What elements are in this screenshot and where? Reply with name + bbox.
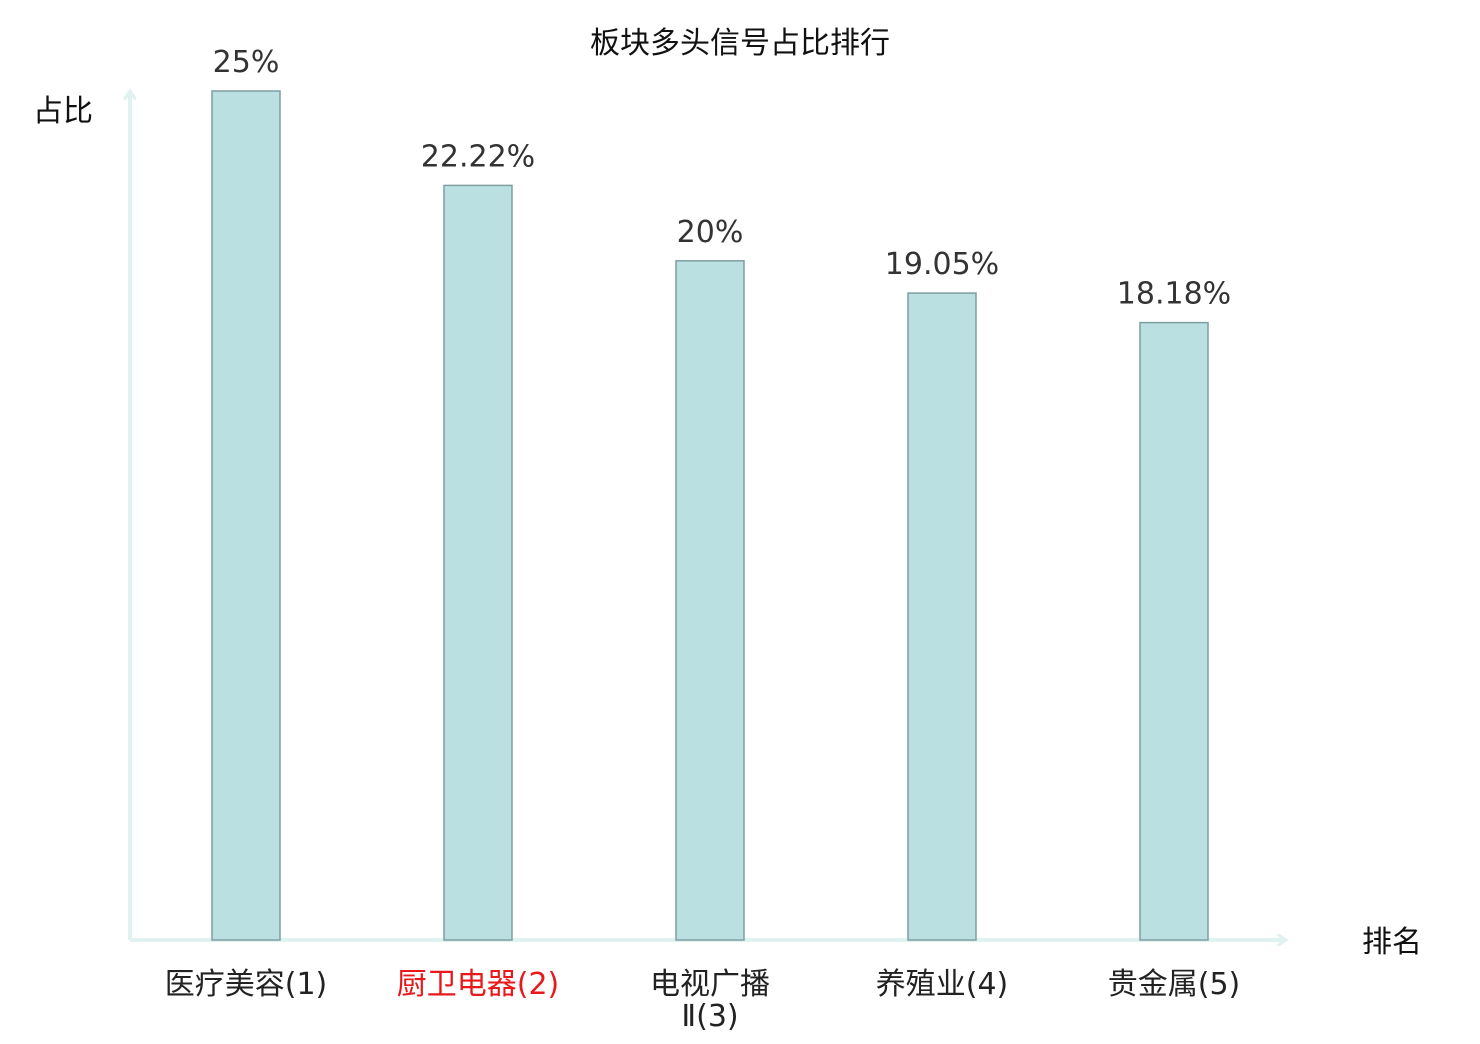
bar-value-label: 22.22% — [421, 139, 535, 174]
y-axis-label: 占比 — [33, 94, 93, 129]
bar — [907, 292, 977, 941]
x-tick-label: 养殖业(4) — [876, 967, 1009, 1002]
bar-value-label: 25% — [213, 45, 280, 80]
bar-value-label: 18.18% — [1117, 277, 1231, 312]
chart-title: 板块多头信号占比排行 — [590, 26, 890, 61]
x-tick-label: Ⅱ(3) — [681, 999, 738, 1034]
bar — [443, 184, 513, 941]
bar — [675, 260, 745, 941]
bar — [1139, 321, 1209, 941]
bars-group — [211, 90, 1209, 941]
bar-value-label: 19.05% — [885, 247, 999, 282]
x-axis-label: 排名 — [1362, 925, 1422, 960]
value-labels-group: 25% 22.22% 20% 19.05% 18.18% — [213, 45, 1232, 312]
bar-value-label: 20% — [677, 215, 744, 250]
x-tick-label: 电视广播 — [650, 967, 770, 1002]
x-tick-label: 医疗美容(1) — [165, 967, 328, 1002]
x-tick-label: 贵金属(5) — [1108, 967, 1241, 1002]
x-tick-label: 厨卫电器(2) — [397, 967, 560, 1002]
bar — [211, 90, 281, 941]
